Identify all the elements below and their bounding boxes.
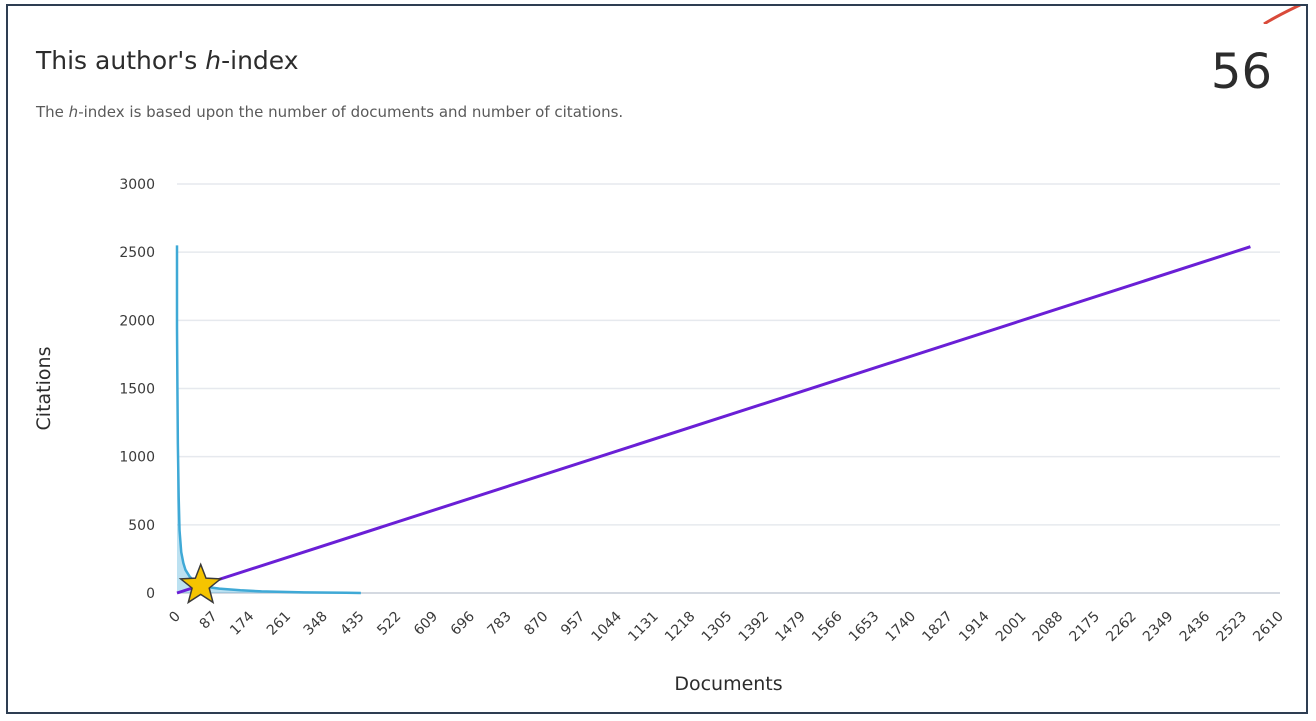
x-tick-label: 2088 bbox=[1030, 609, 1067, 646]
x-tick-label: 783 bbox=[485, 609, 515, 639]
x-tick-label: 957 bbox=[558, 609, 588, 639]
x-tick-label: 1305 bbox=[699, 609, 736, 646]
title-italic-h: h bbox=[205, 46, 222, 75]
x-tick-label: 2523 bbox=[1214, 609, 1251, 646]
x-tick-label: 2610 bbox=[1250, 609, 1287, 646]
h-index-value: 56 bbox=[1210, 44, 1272, 100]
subtitle-italic-h: h bbox=[68, 103, 79, 121]
h-index-card: This author's h-index The h-index is bas… bbox=[6, 4, 1308, 714]
x-tick-label: 1914 bbox=[956, 608, 993, 645]
title-prefix: This author's bbox=[36, 46, 206, 75]
x-tick-label: 1479 bbox=[772, 609, 809, 646]
y-tick-label: 1000 bbox=[119, 450, 155, 466]
x-tick-label: 522 bbox=[374, 609, 404, 639]
x-tick-label: 435 bbox=[337, 609, 367, 639]
corner-accent bbox=[1246, 6, 1306, 24]
y-tick-label: 0 bbox=[146, 586, 155, 602]
x-tick-label: 348 bbox=[301, 609, 331, 639]
reference-line bbox=[176, 245, 1251, 595]
citations-curve bbox=[175, 245, 361, 595]
x-tick-label: 1131 bbox=[625, 609, 662, 646]
x-tick-label: 1653 bbox=[846, 609, 883, 646]
x-tick-label: 261 bbox=[264, 609, 294, 639]
y-tick-label: 500 bbox=[128, 518, 155, 534]
x-tick-label: 696 bbox=[448, 608, 478, 638]
x-tick-label: 1740 bbox=[883, 609, 920, 646]
y-tick-label: 1500 bbox=[119, 382, 155, 398]
x-tick-label: 2175 bbox=[1066, 609, 1103, 646]
title-suffix: -index bbox=[221, 46, 299, 75]
star-icon bbox=[178, 562, 223, 605]
x-tick-label: 1566 bbox=[809, 608, 846, 645]
x-tick-label: 2436 bbox=[1177, 608, 1214, 645]
y-axis-label: Citations bbox=[33, 347, 55, 431]
subtitle: The h-index is based upon the number of … bbox=[36, 103, 623, 121]
x-tick-label: 1044 bbox=[589, 608, 626, 645]
subtitle-suffix: -index is based upon the number of docum… bbox=[78, 103, 624, 121]
y-tick-label: 2000 bbox=[119, 313, 155, 329]
x-tick-label: 174 bbox=[227, 608, 257, 638]
x-tick-label: 870 bbox=[521, 609, 551, 639]
x-tick-label: 1392 bbox=[736, 609, 773, 646]
corner-accent-shape bbox=[1263, 6, 1302, 24]
y-tick-label: 3000 bbox=[119, 177, 155, 193]
x-tick-label: 2349 bbox=[1140, 609, 1177, 646]
citations-area bbox=[177, 245, 361, 593]
subtitle-prefix: The bbox=[36, 103, 69, 121]
x-tick-label: 1218 bbox=[662, 609, 699, 646]
x-tick-label: 2262 bbox=[1103, 609, 1140, 646]
x-tick-label: 87 bbox=[197, 609, 221, 633]
page-title: This author's h-index bbox=[36, 46, 299, 75]
y-tick-label: 2500 bbox=[119, 245, 155, 261]
x-axis-label: Documents bbox=[674, 673, 782, 695]
x-tick-label: 609 bbox=[411, 609, 441, 639]
x-tick-label: 2001 bbox=[993, 609, 1030, 646]
x-tick-label: 0 bbox=[166, 609, 184, 627]
x-tick-label: 1827 bbox=[919, 609, 956, 646]
